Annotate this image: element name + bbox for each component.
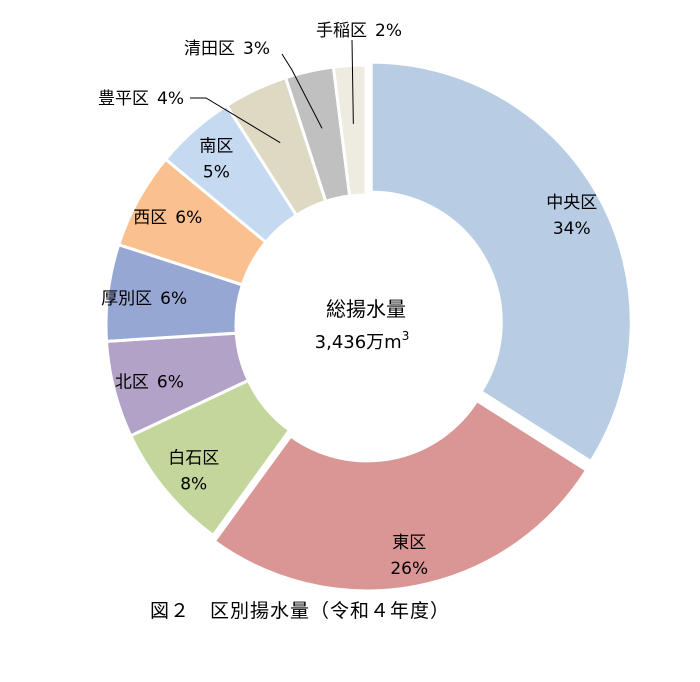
slice-1-value-label: 34%: [553, 219, 591, 239]
slice-1-category-label: 中央区: [546, 193, 597, 213]
center-title: 総揚水量: [326, 297, 406, 321]
center-total: 3,436万m3: [315, 329, 410, 353]
figure-caption: 図２ 区別揚水量（令和４年度）: [150, 600, 451, 622]
slice-7-value-label: 5%: [203, 162, 230, 182]
slice-5-category-label: 厚別区: [101, 289, 152, 309]
slice-5-value-label: 6%: [160, 289, 187, 309]
slice-10-wedge: [331, 63, 368, 198]
slice-9-leader-line: [281, 53, 323, 129]
slice-7-category-label: 南区: [199, 136, 233, 156]
slice-10-value-label: 2%: [375, 21, 402, 41]
slice-4-category-label: 北区: [115, 373, 149, 393]
slice-9-label: 清田区 3%: [184, 39, 270, 59]
slice-labels: 中央区 34% 東区 26% 白石区 8% 北区 6% 厚別区 6% 西区 6% 南区 5% 豊平区 4% 清田…: [98, 21, 597, 579]
slice-8-value-label: 4%: [157, 89, 184, 109]
slice-10-category-label: 手稲区: [316, 21, 367, 41]
slice-1-wedge: [369, 60, 633, 464]
slice-2-category-label: 東区: [392, 533, 426, 553]
slice-8-label: 豊平区 4%: [98, 89, 184, 109]
slice-6-category-label: 西区: [133, 208, 167, 228]
slice-10-label: 手稲区 2%: [316, 21, 402, 41]
slice-8-category-label: 豊平区: [98, 89, 149, 109]
slice-5-label: 厚別区 6%: [101, 289, 187, 309]
slice-2-value-label: 26%: [390, 559, 428, 579]
slice-2-wedge: [212, 398, 589, 593]
slice-3-category-label: 白石区: [168, 449, 219, 469]
slice-6-value-label: 6%: [175, 208, 202, 228]
slice-4-value-label: 6%: [157, 373, 184, 393]
leader-lines: [190, 39, 354, 144]
donut-slices: [104, 60, 633, 593]
slice-9-value-label: 3%: [243, 39, 270, 59]
slice-4-label: 北区 6%: [115, 373, 184, 393]
slice-3-value-label: 8%: [180, 475, 207, 495]
slice-8-leader-line: [190, 97, 281, 144]
slice-9-category-label: 清田区: [184, 39, 235, 59]
slice-6-label: 西区 6%: [133, 208, 202, 228]
slice-10-leader-line: [351, 39, 354, 124]
center-label: 総揚水量 3,436万m3: [315, 297, 410, 353]
